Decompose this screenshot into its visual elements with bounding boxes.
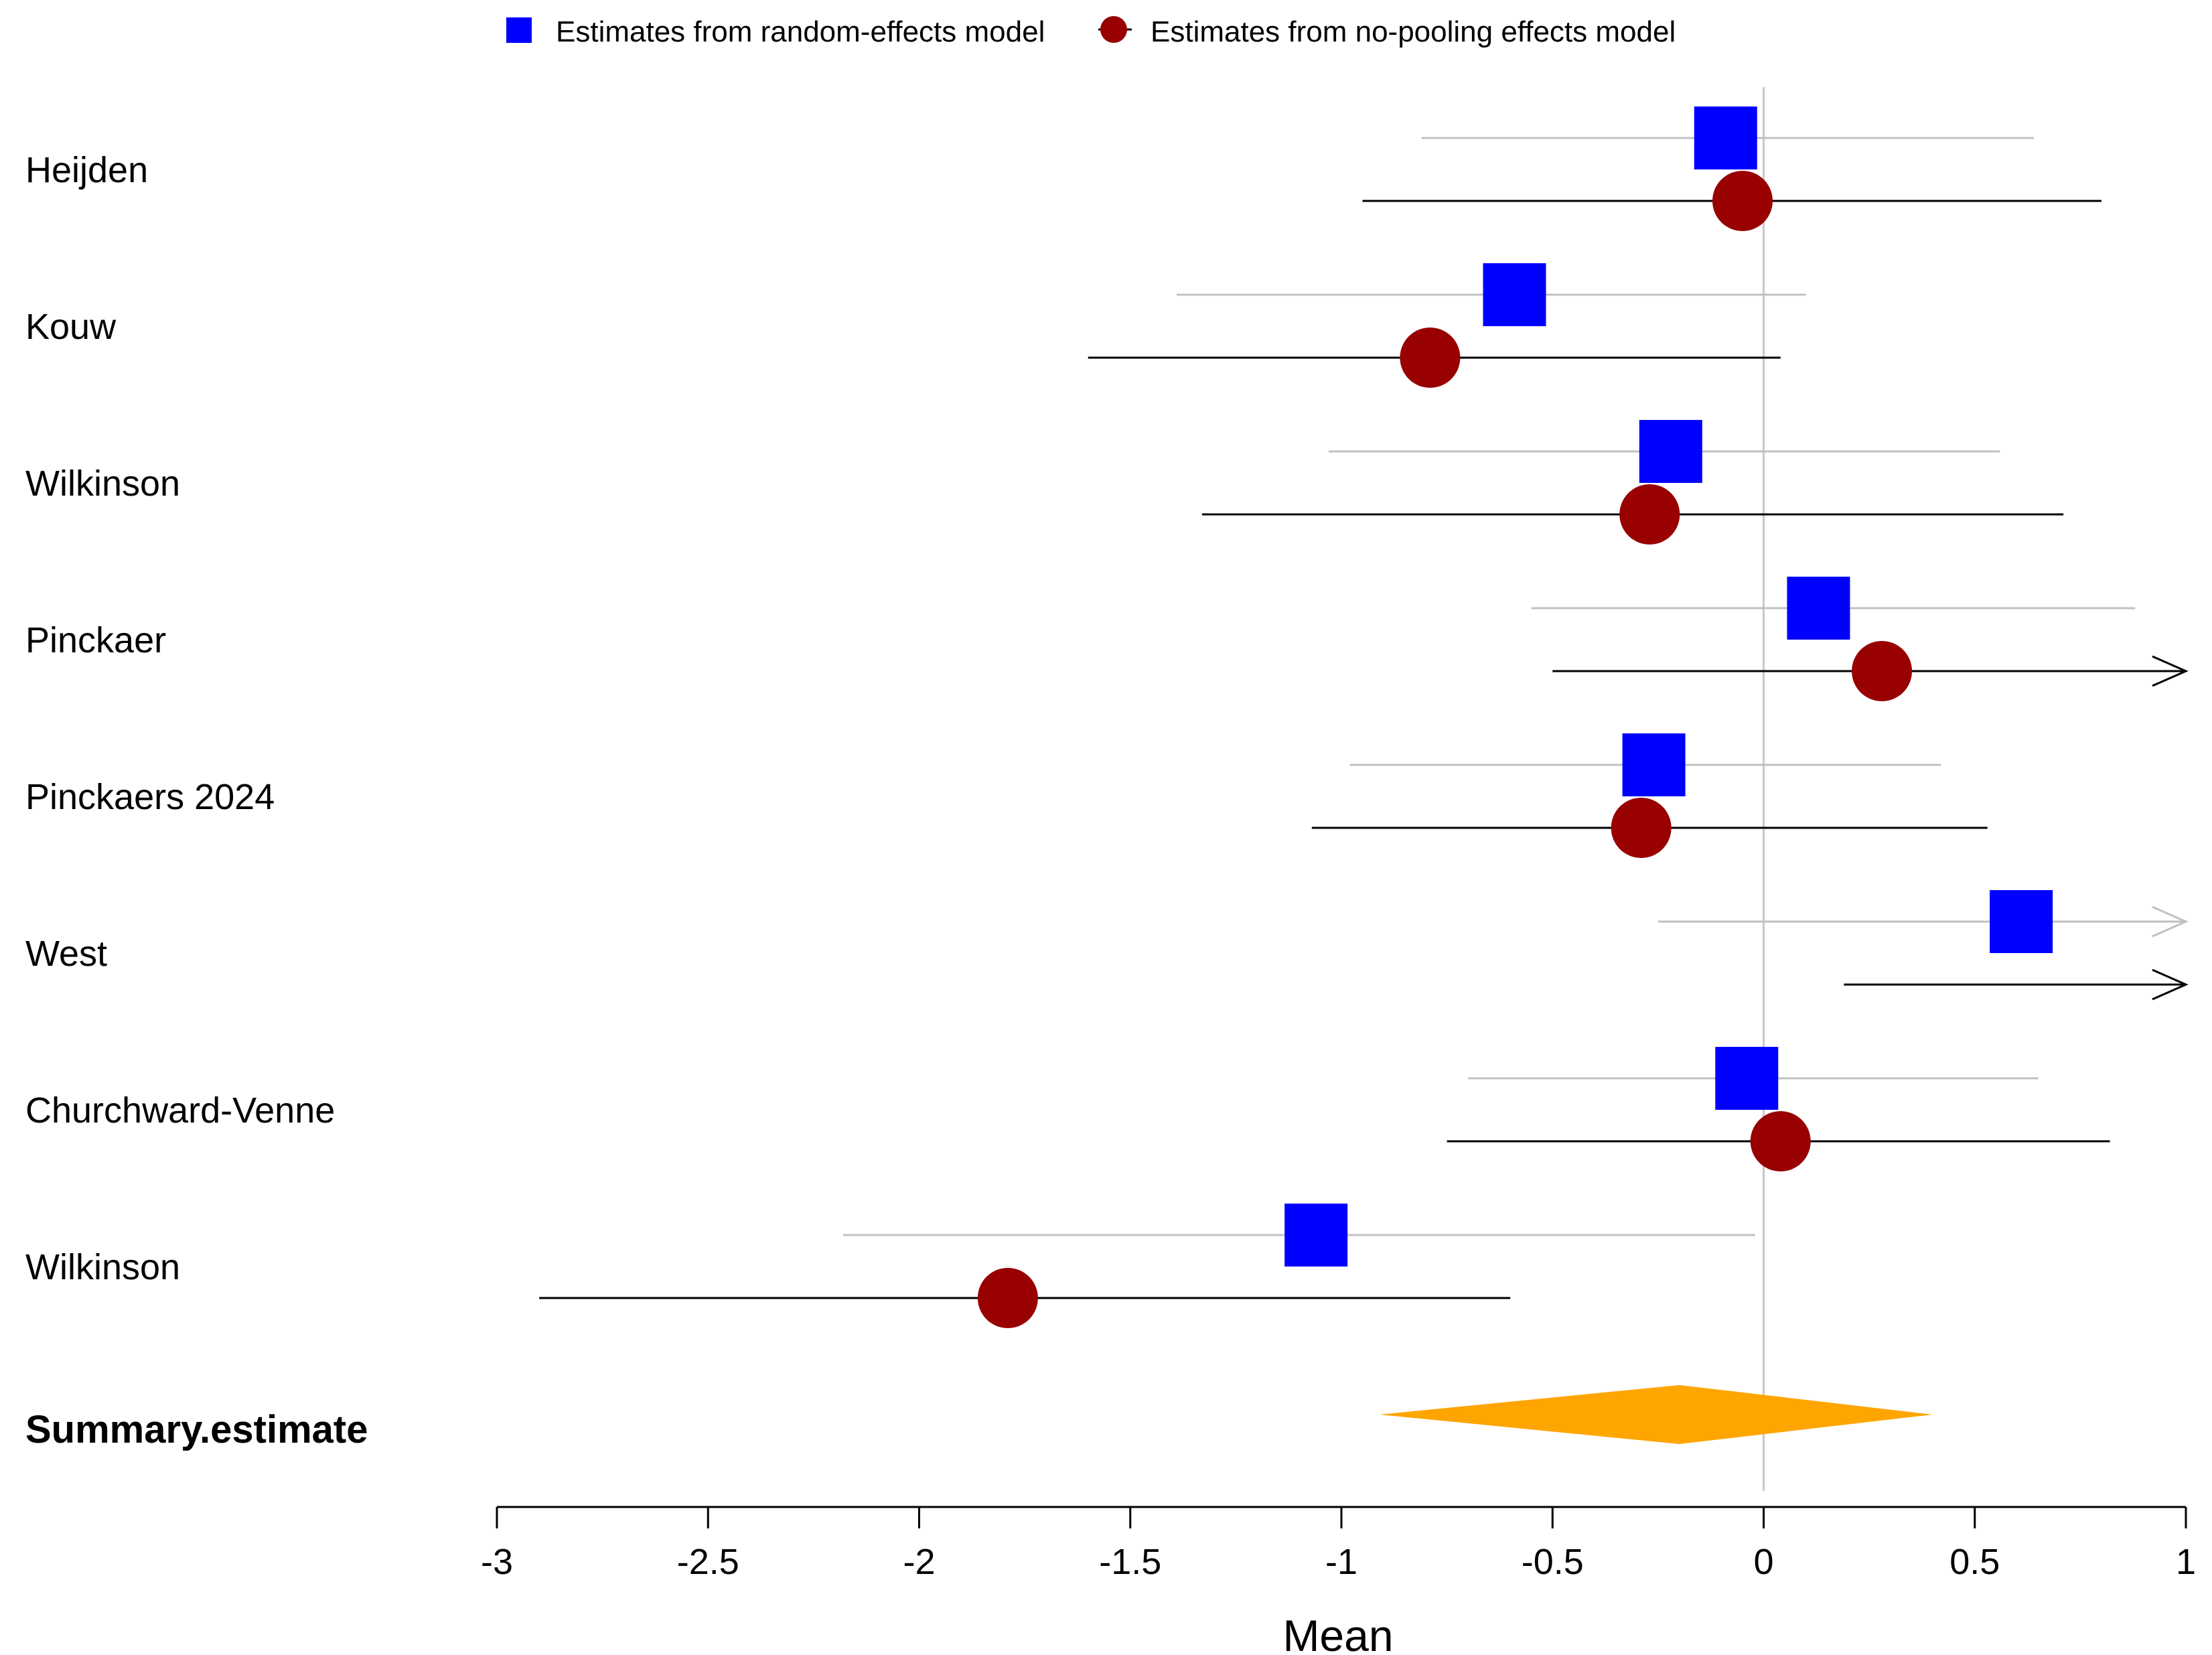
np-estimate-marker — [1712, 171, 1773, 231]
np-ci-arrow — [2152, 968, 2189, 1001]
study-row: Pinckaers 2024 — [25, 733, 1988, 858]
np-estimate-marker — [1852, 641, 1913, 701]
study-row: Heijden — [25, 106, 2102, 231]
re-estimate-marker — [1694, 106, 1757, 169]
study-label: Pinckaers 2024 — [25, 777, 275, 817]
summary-label: Summary.estimate — [25, 1408, 368, 1451]
legend-re-marker — [506, 17, 532, 43]
study-rows: Heijden Kouw Wilkinson Pinckaer Pinckaers 20… — [25, 106, 2189, 1328]
x-tick-label: -0.5 — [1522, 1542, 1584, 1582]
summary-diamond — [1379, 1385, 1933, 1444]
study-row: Pinckaer — [25, 577, 2189, 701]
study-row: Kouw — [25, 263, 1806, 388]
re-estimate-marker — [1787, 577, 1850, 640]
x-tick-label: 0 — [1753, 1542, 1773, 1582]
np-estimate-marker — [1611, 798, 1672, 858]
study-row: Churchward-Venne — [25, 1047, 2110, 1171]
re-estimate-marker — [1715, 1047, 1779, 1110]
np-estimate-marker — [1619, 484, 1680, 545]
legend-np-marker — [1100, 16, 1127, 43]
study-row: Wilkinson — [25, 420, 2064, 545]
x-axis-title: Mean — [1282, 1611, 1393, 1655]
legend: Estimates from random-effects model Esti… — [506, 15, 1676, 48]
np-estimate-marker — [977, 1268, 1038, 1328]
re-estimate-marker — [1990, 890, 2053, 953]
study-label: Wilkinson — [25, 463, 180, 504]
study-label: Pinckaer — [25, 620, 166, 660]
x-tick-label: -2 — [903, 1542, 935, 1582]
legend-re-label: Estimates from random-effects model — [556, 15, 1045, 48]
x-tick-label: 1 — [2176, 1542, 2196, 1582]
re-estimate-marker — [1284, 1204, 1348, 1267]
x-tick-label: -3 — [481, 1542, 513, 1582]
re-estimate-marker — [1639, 420, 1702, 483]
x-tick-label: -1 — [1325, 1542, 1357, 1582]
re-ci-arrow — [2152, 906, 2189, 938]
x-axis: -3 -2.5 -2 -1.5 -1 -0.5 0 0.5 1 — [481, 1506, 2196, 1582]
study-row: Wilkinson — [25, 1204, 1755, 1328]
legend-np-label: Estimates from no-pooling effects model — [1151, 15, 1676, 48]
x-tick-label: -1.5 — [1099, 1542, 1161, 1582]
study-label: Churchward-Venne — [25, 1090, 335, 1131]
study-label: West — [25, 934, 107, 974]
x-tick-label: -2.5 — [677, 1542, 739, 1582]
study-label: Wilkinson — [25, 1247, 180, 1287]
np-estimate-marker — [1400, 328, 1461, 388]
np-ci-arrow — [2152, 655, 2189, 687]
re-estimate-marker — [1483, 263, 1546, 326]
np-estimate-marker — [1750, 1111, 1811, 1171]
summary-row: Summary.estimate — [25, 1385, 1933, 1451]
re-estimate-marker — [1622, 733, 1686, 796]
x-tick-label: 0.5 — [1949, 1542, 2000, 1582]
study-label: Kouw — [25, 307, 117, 347]
study-row: West — [25, 890, 2189, 1001]
study-label: Heijden — [25, 150, 148, 190]
